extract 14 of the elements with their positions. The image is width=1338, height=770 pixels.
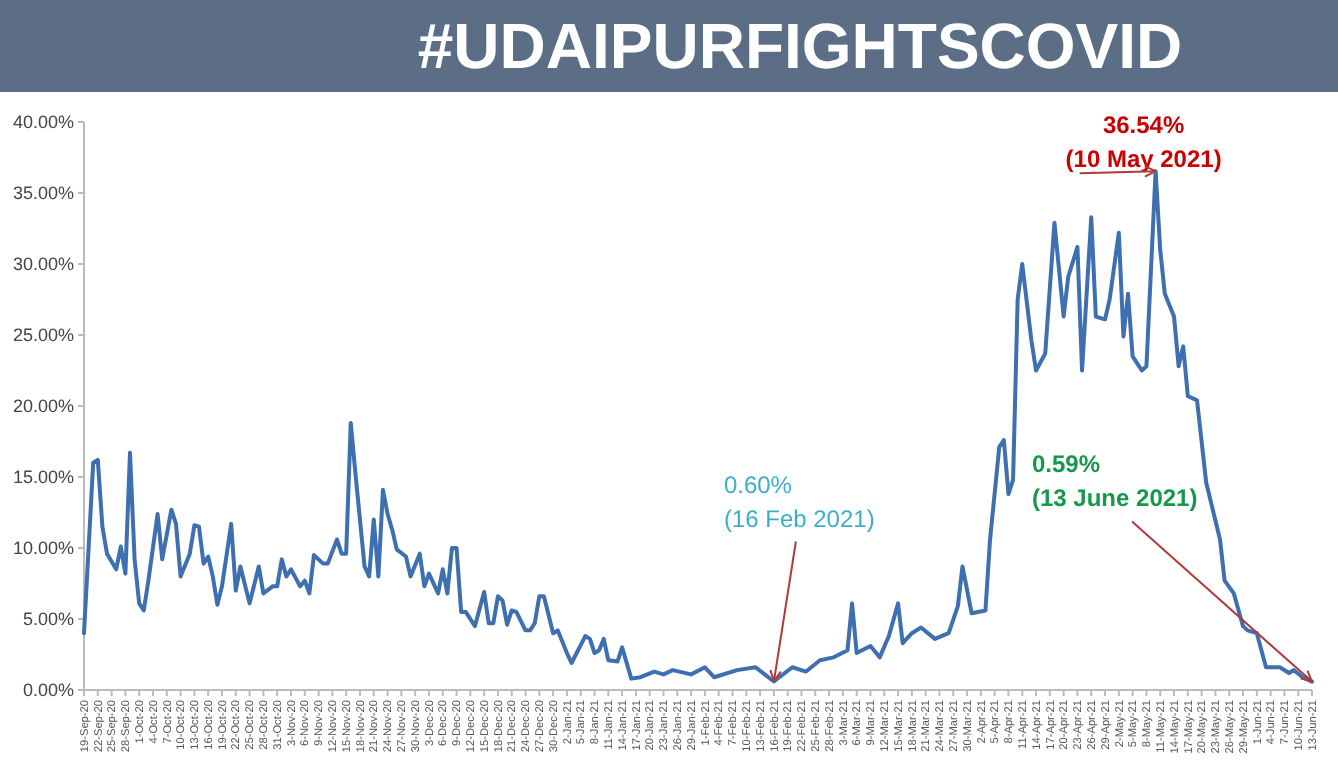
annotation: 36.54% (10 May 2021): [1065, 111, 1222, 174]
y-tick-label: 0.00%: [22, 680, 74, 701]
annotation: 0.59% (13 June 2021): [1032, 449, 1198, 512]
line-series: [82, 169, 1314, 684]
y-tick-label: 10.00%: [12, 538, 74, 559]
annotation: 0.60% (16 Feb 2021): [723, 471, 875, 534]
y-tick-label: 30.00%: [12, 254, 74, 275]
chart-title: #UDAIPURFIGHTSCOVID: [417, 10, 1183, 82]
y-tick-label: 15.00%: [12, 467, 74, 488]
y-tick-label: 5.00%: [22, 609, 74, 630]
y-tick-label: 25.00%: [12, 325, 74, 346]
y-tick-label: 40.00%: [12, 112, 74, 133]
y-tick-label: 20.00%: [12, 396, 74, 417]
y-tick-label: 35.00%: [12, 183, 74, 204]
